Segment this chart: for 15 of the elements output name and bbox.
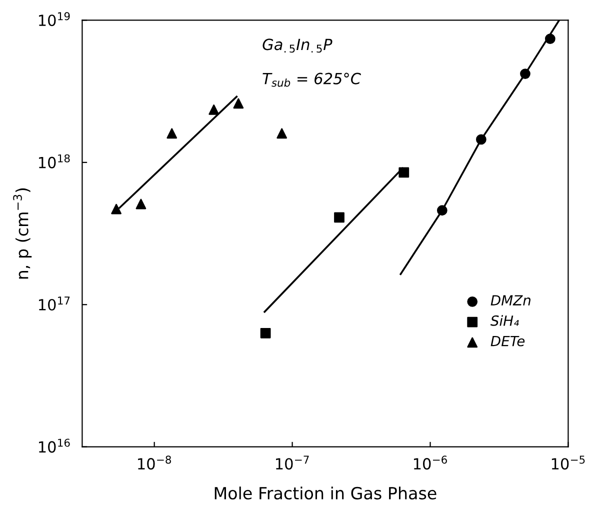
y-tick-label: 10$^{19}$ bbox=[39, 12, 70, 26]
y-tick-label: 10$^{17}$ bbox=[39, 296, 70, 311]
x-tick-label: 10$^{−7}$ bbox=[276, 456, 309, 470]
y-tick-label: 10$^{18}$ bbox=[39, 154, 70, 168]
x-axis-title: Mole Fraction in Gas Phase bbox=[214, 486, 436, 500]
x-tick-label: 10$^{−8}$ bbox=[138, 456, 171, 470]
y-tick-label: 10$^{16}$ bbox=[39, 438, 70, 453]
y-axis-title: n, p (cm$^{−3}$) bbox=[13, 188, 32, 279]
x-tick-label: 10$^{−6}$ bbox=[414, 456, 447, 470]
x-tick-label: 10$^{−5}$ bbox=[552, 456, 585, 470]
legend-label: DMZn bbox=[490, 295, 530, 306]
annotation: T$_{sub}$ = 625°C bbox=[262, 72, 361, 87]
legend-label: DETe bbox=[490, 336, 525, 346]
annotation: Ga$_{.5}$In$_{.5}$P bbox=[262, 38, 332, 53]
legend-label: SiH₄ bbox=[490, 315, 519, 326]
